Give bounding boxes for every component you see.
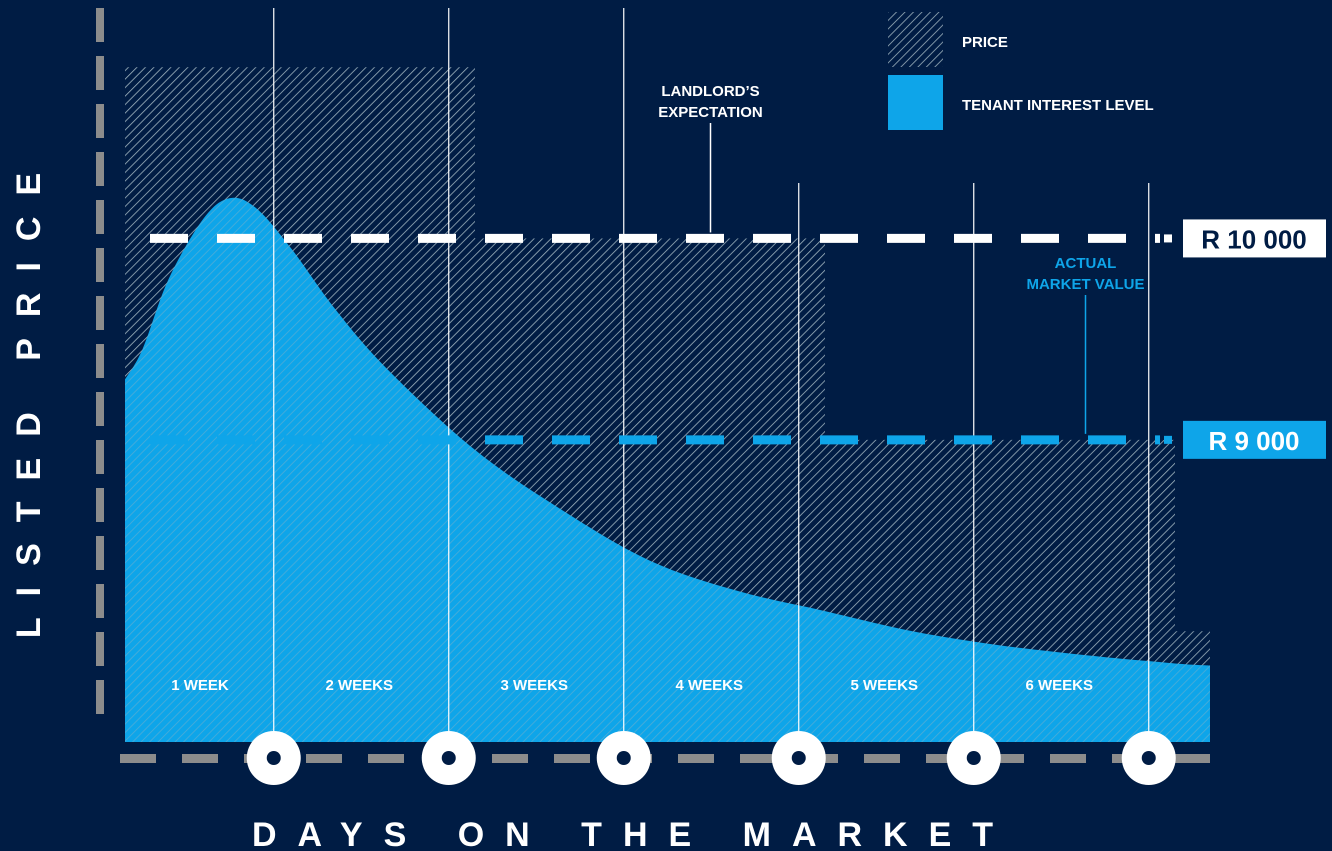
- legend-swatch-price: [888, 12, 943, 67]
- y-axis-dash-15: [96, 680, 104, 714]
- legend: PRICE TENANT INTEREST LEVEL: [888, 12, 1154, 130]
- y-axis-dash-11: [96, 488, 104, 522]
- week-marker-center-3: [616, 751, 631, 765]
- x-axis-dash-7: [492, 754, 528, 763]
- x-axis-dash-8: [554, 754, 590, 763]
- x-axis-dash-16: [1050, 754, 1086, 763]
- x-axis-dash-5: [368, 754, 404, 763]
- week-label-4: 4 WEEKS: [675, 677, 743, 694]
- week-divider-lines: [273, 8, 1150, 742]
- y-axis-dash-14: [96, 632, 104, 666]
- reference-annotations: LANDLORD’S EXPECTATION ACTUAL MARKET VALUE: [658, 83, 1145, 434]
- y-axis-title: LISTED PRICE: [10, 152, 48, 638]
- y-axis-dash-9: [96, 392, 104, 426]
- x-axis-dash-15: [988, 754, 1024, 763]
- x-axis-dash-13: [864, 754, 900, 763]
- landlord-line-end-dot: [1164, 234, 1172, 243]
- market-annotation-line-1: ACTUAL: [1055, 255, 1117, 272]
- market-value-label: R 9 000: [1208, 426, 1299, 456]
- week-markers: [246, 731, 1176, 785]
- landlord-annotation-line-1: LANDLORD’S: [661, 83, 759, 100]
- x-axis-dash-10: [678, 754, 714, 763]
- landlord-annotation-line-2: EXPECTATION: [658, 104, 762, 121]
- market-value-badge: [1183, 420, 1326, 459]
- y-axis-dash-12: [96, 536, 104, 570]
- y-axis-dash-4: [96, 152, 104, 186]
- x-axis-dash-1: [120, 754, 156, 763]
- y-axis-dash-2: [96, 56, 104, 90]
- reference-lines: R 10 000 R 9 000: [150, 219, 1326, 459]
- week-label-3: 3 WEEKS: [500, 677, 568, 694]
- market-annotation-line-2: MARKET VALUE: [1026, 276, 1144, 293]
- landlord-value-label: R 10 000: [1201, 224, 1307, 254]
- week-label-2: 2 WEEKS: [325, 677, 393, 694]
- market-line-end-dot: [1164, 435, 1172, 444]
- week-label-1: 1 WEEK: [171, 677, 229, 694]
- x-axis-dash-18: [1174, 754, 1210, 763]
- x-axis-dash-2: [182, 754, 218, 763]
- week-marker-center-2: [441, 751, 456, 765]
- week-labels: 1 WEEK 2 WEEKS 3 WEEKS 4 WEEKS 5 WEEKS 6 WEEK…: [171, 677, 1093, 694]
- y-axis-dash-10: [96, 440, 104, 474]
- week-marker-center-4: [791, 751, 806, 765]
- y-axis-dash-1: [96, 8, 104, 42]
- week-label-5: 5 WEEKS: [850, 677, 918, 694]
- y-axis-dash-8: [96, 344, 104, 378]
- x-axis-title: DAYS ON THE MARKET: [252, 816, 1014, 851]
- week-marker-center-5: [966, 751, 981, 765]
- week-label-6: 6 WEEKS: [1025, 677, 1093, 694]
- legend-label-tenant-interest: TENANT INTEREST LEVEL: [962, 97, 1154, 114]
- landlord-value-badge: [1183, 219, 1326, 258]
- y-axis-dash-7: [96, 296, 104, 330]
- x-axis-dash-4: [306, 754, 342, 763]
- y-axis-dash-13: [96, 584, 104, 618]
- y-axis-dash-6: [96, 248, 104, 282]
- x-axis-dash-11: [740, 754, 776, 763]
- y-axis-dash-5: [96, 200, 104, 234]
- legend-swatch-tenant-interest: [888, 75, 943, 130]
- legend-label-price: PRICE: [962, 34, 1008, 51]
- x-axis-dash-14: [926, 754, 962, 763]
- week-marker-center-1: [266, 751, 281, 765]
- y-axis-dash-3: [96, 104, 104, 138]
- week-marker-center-6: [1141, 751, 1156, 765]
- y-axis-dashes: [96, 8, 104, 714]
